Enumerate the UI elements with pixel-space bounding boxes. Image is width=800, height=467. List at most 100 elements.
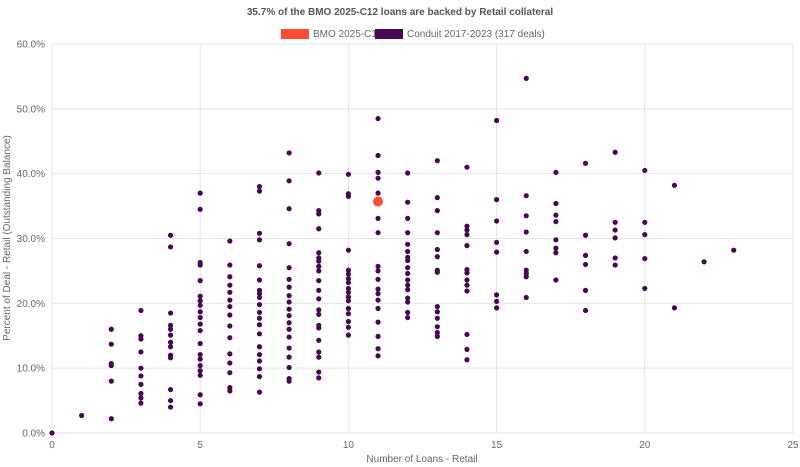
data-point-conduit[interactable]: [197, 327, 203, 334]
data-point-conduit[interactable]: [345, 191, 351, 197]
data-point-conduit[interactable]: [316, 375, 322, 381]
data-point-conduit[interactable]: [256, 309, 263, 316]
data-point-conduit[interactable]: [138, 365, 144, 371]
data-point-conduit[interactable]: [612, 262, 618, 268]
data-point-conduit[interactable]: [523, 267, 529, 273]
data-point-conduit[interactable]: [345, 276, 351, 282]
data-point-conduit[interactable]: [256, 302, 263, 308]
data-point-conduit[interactable]: [197, 314, 203, 321]
data-point-conduit[interactable]: [405, 287, 411, 293]
data-point-conduit[interactable]: [375, 175, 381, 181]
data-point-conduit[interactable]: [523, 248, 529, 255]
data-point-conduit[interactable]: [197, 362, 203, 369]
data-point-conduit[interactable]: [731, 247, 737, 253]
data-point-conduit[interactable]: [316, 354, 322, 360]
data-point-conduit[interactable]: [642, 232, 648, 238]
data-point-conduit[interactable]: [464, 227, 470, 233]
data-point-conduit[interactable]: [167, 397, 174, 404]
data-point-conduit[interactable]: [405, 299, 411, 305]
data-point-conduit[interactable]: [227, 323, 233, 329]
data-point-conduit[interactable]: [197, 259, 203, 266]
data-point-conduit[interactable]: [256, 294, 263, 301]
data-point-conduit[interactable]: [197, 356, 203, 362]
data-point-conduit[interactable]: [227, 312, 233, 318]
data-point-conduit[interactable]: [494, 305, 500, 311]
data-point-conduit[interactable]: [375, 230, 381, 236]
data-point-conduit[interactable]: [316, 208, 322, 214]
data-point-conduit[interactable]: [701, 259, 707, 265]
data-point-conduit[interactable]: [256, 389, 263, 395]
data-point-conduit[interactable]: [671, 182, 678, 188]
data-point-conduit[interactable]: [671, 305, 678, 311]
data-point-conduit[interactable]: [405, 215, 411, 222]
data-point-conduit[interactable]: [612, 149, 618, 155]
data-point-conduit[interactable]: [345, 285, 351, 292]
data-point-conduit[interactable]: [108, 361, 114, 367]
data-point-conduit[interactable]: [286, 313, 292, 319]
data-point-conduit[interactable]: [197, 372, 203, 378]
legend-label-bmo[interactable]: BMO 2025-C12: [313, 29, 383, 40]
data-point-conduit[interactable]: [612, 255, 618, 261]
data-point-conduit[interactable]: [197, 309, 203, 315]
data-point-conduit[interactable]: [642, 219, 648, 225]
data-point-conduit[interactable]: [523, 294, 529, 301]
data-point-conduit[interactable]: [553, 219, 559, 225]
data-point-conduit[interactable]: [256, 358, 263, 364]
data-point-conduit[interactable]: [553, 277, 559, 283]
data-point-conduit[interactable]: [316, 278, 322, 284]
data-point-conduit[interactable]: [167, 339, 174, 345]
data-point-conduit[interactable]: [316, 307, 322, 313]
data-point-conduit[interactable]: [138, 307, 144, 314]
data-point-conduit[interactable]: [494, 249, 500, 255]
data-point-conduit[interactable]: [494, 218, 500, 224]
data-point-conduit[interactable]: [197, 401, 203, 407]
data-point-conduit[interactable]: [553, 245, 559, 251]
data-point-conduit[interactable]: [197, 206, 203, 212]
data-point-conduit[interactable]: [464, 288, 470, 294]
data-point-conduit[interactable]: [523, 193, 529, 199]
data-point-conduit[interactable]: [375, 215, 381, 222]
data-point-conduit[interactable]: [494, 292, 500, 298]
data-point-conduit[interactable]: [167, 244, 174, 250]
data-point-conduit[interactable]: [316, 268, 322, 274]
data-point-conduit[interactable]: [345, 294, 351, 300]
data-point-conduit[interactable]: [375, 291, 381, 297]
data-point-conduit[interactable]: [227, 238, 233, 244]
data-point-conduit[interactable]: [256, 373, 263, 380]
data-point-conduit[interactable]: [582, 160, 589, 166]
legend-label-conduit[interactable]: Conduit 2017-2023 (317 deals): [407, 29, 545, 40]
data-point-conduit[interactable]: [375, 305, 381, 312]
data-point-conduit[interactable]: [434, 230, 440, 236]
data-point-conduit[interactable]: [256, 184, 263, 190]
data-point-conduit[interactable]: [256, 287, 263, 293]
data-point-conduit[interactable]: [582, 252, 589, 258]
data-point-conduit[interactable]: [256, 322, 263, 328]
data-point-conduit[interactable]: [138, 373, 144, 379]
data-point-conduit[interactable]: [494, 298, 500, 304]
data-point-conduit[interactable]: [227, 360, 233, 366]
data-point-conduit[interactable]: [464, 223, 470, 229]
data-point-conduit[interactable]: [642, 285, 648, 292]
data-point-conduit[interactable]: [464, 232, 470, 238]
data-point-conduit[interactable]: [138, 333, 144, 339]
data-point-conduit[interactable]: [405, 309, 411, 316]
data-point-conduit[interactable]: [434, 246, 440, 253]
data-point-conduit[interactable]: [553, 212, 559, 218]
data-point-conduit[interactable]: [464, 267, 470, 273]
data-point-conduit[interactable]: [227, 385, 233, 391]
data-point-conduit[interactable]: [345, 311, 351, 317]
data-point-conduit[interactable]: [316, 287, 322, 293]
data-point-conduit[interactable]: [286, 206, 292, 212]
data-point-conduit[interactable]: [197, 190, 203, 196]
data-point-conduit[interactable]: [138, 390, 144, 397]
data-point-conduit[interactable]: [256, 331, 263, 337]
data-point-conduit[interactable]: [553, 250, 559, 256]
data-point-conduit[interactable]: [256, 188, 263, 194]
data-point-conduit[interactable]: [434, 324, 440, 330]
data-point-conduit[interactable]: [405, 277, 411, 283]
data-point-conduit[interactable]: [642, 167, 648, 174]
data-point-conduit[interactable]: [286, 299, 292, 305]
data-point-conduit[interactable]: [49, 430, 55, 436]
data-point-conduit[interactable]: [405, 314, 411, 321]
data-point-bmo[interactable]: [373, 196, 384, 207]
